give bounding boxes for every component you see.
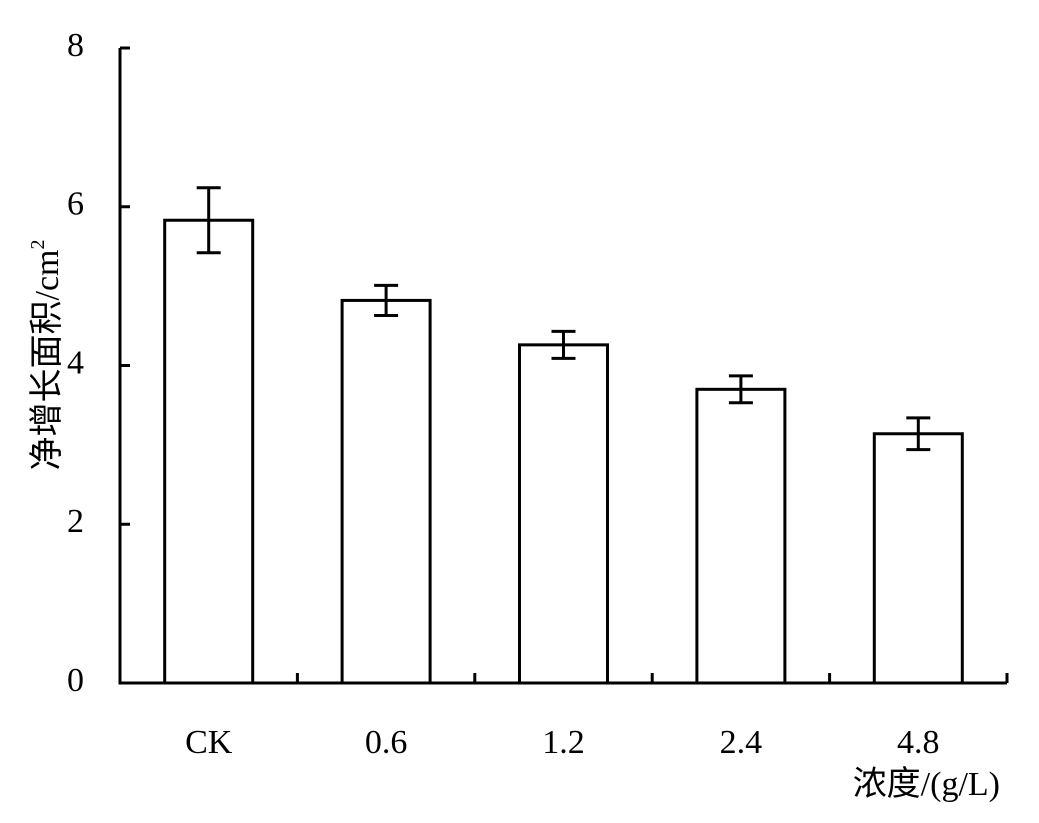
x-tick-label: 1.2	[542, 724, 585, 761]
y-axis-title: 净增长面积/cm2	[27, 240, 66, 471]
x-tick-label: CK	[185, 724, 233, 761]
y-tick-label: 8	[67, 27, 84, 64]
y-tick-label: 4	[67, 344, 84, 381]
bar	[872, 432, 964, 685]
x-ticks-layer: CK 0.6 1.2 2.4 4.8	[185, 673, 1009, 761]
bar	[518, 343, 609, 685]
y-ticks-layer: 0 2 4 6 8	[67, 27, 130, 699]
x-tick-label: 4.8	[897, 724, 940, 761]
y-axis-title-superscript: 2	[27, 240, 49, 250]
x-axis-title: 浓度/(g/L)	[853, 765, 1000, 803]
y-tick-label: 2	[67, 503, 84, 540]
error-bar	[196, 186, 221, 255]
error-bar	[551, 329, 576, 360]
x-tick-label: 0.6	[365, 724, 408, 761]
bar	[695, 387, 787, 685]
x-tick-label: 2.4	[720, 724, 763, 761]
error-bar	[374, 283, 399, 317]
bar	[340, 298, 432, 685]
error-bars-layer	[196, 186, 931, 452]
bars-layer	[163, 218, 964, 685]
y-tick-label: 0	[67, 662, 84, 699]
error-bar	[906, 416, 931, 452]
bar	[163, 218, 255, 685]
error-bar	[728, 374, 753, 405]
y-tick-label: 6	[67, 186, 84, 223]
y-axis-title-main: 净增长面积/cm	[28, 250, 66, 471]
